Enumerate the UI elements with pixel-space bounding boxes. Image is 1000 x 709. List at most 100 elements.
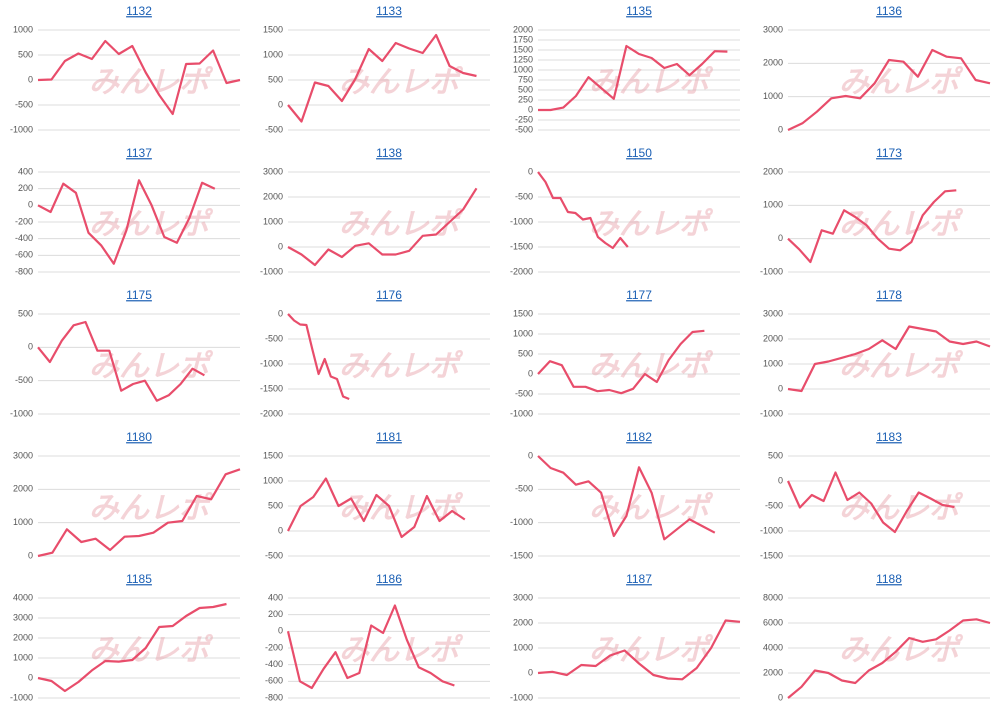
- watermark: みんレポ: [839, 634, 964, 667]
- chart-title[interactable]: 1176: [376, 288, 402, 302]
- y-tick-label: -800: [265, 692, 283, 702]
- chart-title[interactable]: 1181: [376, 430, 402, 444]
- y-tick-label: -500: [515, 388, 533, 398]
- y-tick-label: 1000: [763, 200, 783, 210]
- data-line: [786, 471, 955, 534]
- chart-title[interactable]: 1188: [876, 572, 902, 586]
- y-tick-label: 200: [268, 609, 283, 619]
- y-tick-label: 6000: [763, 617, 783, 627]
- data-line: [37, 39, 241, 116]
- y-tick-label: 0: [528, 450, 533, 460]
- watermark: みんレポ: [339, 66, 464, 99]
- y-tick-label: -1500: [760, 550, 783, 560]
- y-tick-label: 750: [518, 74, 533, 84]
- y-tick-label: -500: [265, 124, 283, 134]
- watermark: みんレポ: [89, 208, 214, 241]
- watermark: みんレポ: [839, 350, 964, 383]
- y-tick-label: 1000: [13, 652, 33, 662]
- y-tick-label: -1000: [510, 692, 533, 702]
- data-line: [537, 619, 741, 681]
- y-tick-label: 2000: [763, 667, 783, 677]
- y-tick-label: 3000: [263, 166, 283, 176]
- data-line: [37, 179, 216, 265]
- y-tick-label: -200: [265, 642, 283, 652]
- y-tick-label: -1500: [260, 383, 283, 393]
- y-tick-label: 3000: [513, 592, 533, 602]
- y-tick-label: 2000: [513, 24, 533, 34]
- chart-title[interactable]: 1177: [626, 288, 652, 302]
- y-tick-label: -1000: [260, 358, 283, 368]
- y-tick-label: 0: [278, 525, 283, 535]
- y-tick-label: 1500: [513, 44, 533, 54]
- chart-title[interactable]: 1183: [876, 430, 902, 444]
- data-line: [787, 48, 991, 131]
- y-tick-label: -600: [265, 676, 283, 686]
- chart-title[interactable]: 1175: [126, 288, 152, 302]
- chart-title[interactable]: 1150: [626, 146, 652, 160]
- y-tick-label: -500: [765, 500, 783, 510]
- y-tick-label: -1500: [510, 241, 533, 251]
- data-line: [37, 320, 205, 402]
- y-tick-label: 2000: [13, 484, 33, 494]
- y-tick-label: -500: [515, 191, 533, 201]
- y-tick-label: 2000: [763, 333, 783, 343]
- data-line: [37, 468, 241, 558]
- y-tick-label: 400: [18, 166, 33, 176]
- chart-title[interactable]: 1137: [126, 146, 152, 160]
- chart-title[interactable]: 1138: [376, 146, 402, 160]
- data-line: [537, 329, 705, 395]
- y-tick-label: -1000: [760, 408, 783, 418]
- y-tick-label: 0: [528, 667, 533, 677]
- data-line: [787, 325, 991, 393]
- chart-title[interactable]: 1186: [376, 572, 402, 586]
- chart-title[interactable]: 1182: [626, 430, 652, 444]
- data-line: [37, 602, 227, 693]
- data-line: [787, 618, 991, 699]
- y-tick-label: -800: [15, 266, 33, 276]
- y-tick-label: -600: [15, 250, 33, 260]
- y-tick-label: 2000: [513, 617, 533, 627]
- chart-title[interactable]: 1187: [626, 572, 652, 586]
- y-tick-label: 0: [28, 342, 33, 352]
- chart-title[interactable]: 1178: [876, 288, 902, 302]
- data-line: [287, 33, 477, 123]
- chart-title[interactable]: 1185: [126, 572, 152, 586]
- y-tick-label: -1000: [510, 517, 533, 527]
- y-tick-label: 2000: [13, 632, 33, 642]
- watermark: みんレポ: [589, 492, 714, 525]
- y-tick-label: -250: [515, 114, 533, 124]
- y-tick-label: 0: [778, 233, 783, 243]
- chart-title[interactable]: 1136: [876, 4, 902, 18]
- chart-title[interactable]: 1173: [876, 146, 902, 160]
- y-tick-label: 1500: [263, 450, 283, 460]
- y-tick-label: -1000: [10, 124, 33, 134]
- chart-title[interactable]: 1132: [126, 4, 152, 18]
- y-tick-label: -1000: [760, 525, 783, 535]
- y-tick-label: 1500: [263, 24, 283, 34]
- y-tick-label: -2000: [510, 266, 533, 276]
- chart-title[interactable]: 1180: [126, 430, 152, 444]
- y-tick-label: 1000: [763, 91, 783, 101]
- watermark: みんレポ: [339, 208, 464, 241]
- y-tick-label: 0: [28, 672, 33, 682]
- y-tick-label: 500: [518, 348, 533, 358]
- watermark: みんレポ: [339, 634, 464, 667]
- chart-title[interactable]: 1133: [376, 4, 402, 18]
- y-tick-label: 0: [778, 692, 783, 702]
- watermark: みんレポ: [589, 634, 714, 667]
- y-tick-label: -1000: [10, 408, 33, 418]
- y-tick-label: 1000: [13, 24, 33, 34]
- data-line: [537, 455, 716, 541]
- y-tick-label: 2000: [763, 166, 783, 176]
- data-line: [787, 189, 957, 264]
- y-tick-label: 3000: [13, 450, 33, 460]
- y-tick-label: 500: [268, 500, 283, 510]
- watermark: みんレポ: [89, 492, 214, 525]
- y-tick-label: 0: [778, 124, 783, 134]
- y-tick-label: 0: [278, 241, 283, 251]
- chart-title[interactable]: 1135: [626, 4, 652, 18]
- y-tick-label: -500: [515, 484, 533, 494]
- y-tick-label: 0: [28, 200, 33, 210]
- y-tick-label: -500: [515, 124, 533, 134]
